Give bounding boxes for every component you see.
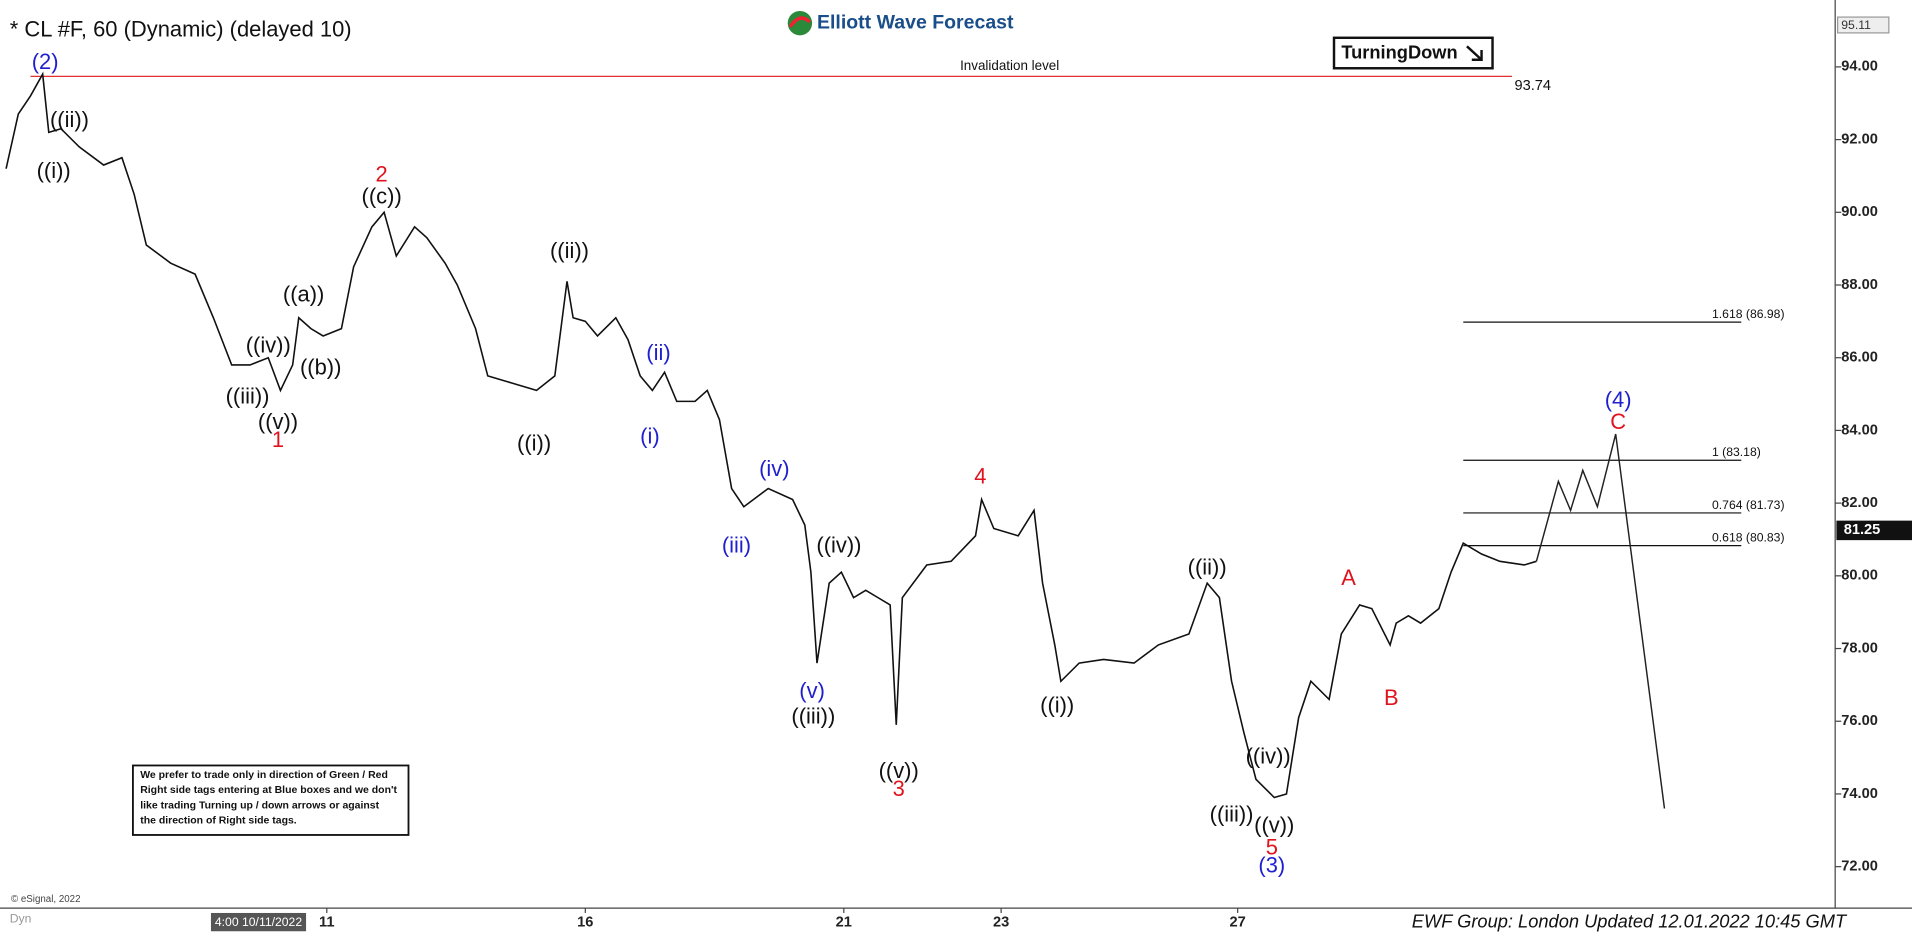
wave-label: ((b)) bbox=[300, 354, 341, 379]
wave-label: (ii) bbox=[646, 340, 670, 365]
wave-label: 5 bbox=[1266, 834, 1278, 859]
x-tick-label: 21 bbox=[836, 915, 852, 931]
wave-label: ((iv)) bbox=[246, 333, 291, 358]
level-label: 0.764 (81.73) bbox=[1712, 498, 1785, 512]
x-tick-label: 16 bbox=[577, 915, 593, 931]
x-cursor-label: 4:00 10/11/2022 bbox=[215, 915, 302, 929]
invalidation-value: 93.74 bbox=[1514, 78, 1551, 94]
wave-label: (3) bbox=[1258, 852, 1285, 877]
signal-arrow bbox=[1466, 45, 1483, 61]
wave-label: (4) bbox=[1605, 387, 1632, 412]
y-tick-label: 72.00 bbox=[1841, 859, 1878, 875]
wave-label: ((iii)) bbox=[226, 383, 270, 408]
level-label: 1.618 (86.98) bbox=[1712, 307, 1785, 321]
y-tick-label: 76.00 bbox=[1841, 713, 1878, 729]
projection-line bbox=[1535, 433, 1666, 809]
y-tick-label: 86.00 bbox=[1841, 350, 1878, 366]
level-label: 1 (83.18) bbox=[1712, 445, 1761, 459]
wave-label: ((v)) bbox=[879, 758, 919, 783]
wave-label: ((iii)) bbox=[1210, 802, 1254, 827]
wave-label: ((c)) bbox=[362, 184, 402, 209]
y-tick-label: 88.00 bbox=[1841, 277, 1878, 293]
wave-label: ((v)) bbox=[1254, 812, 1294, 837]
top-price-box bbox=[1837, 16, 1890, 34]
price-line bbox=[5, 71, 1537, 799]
source: © eSignal, 2022 bbox=[11, 894, 81, 905]
y-tick-label: 92.00 bbox=[1841, 131, 1878, 147]
wave-label: 2 bbox=[376, 162, 388, 187]
y-tick-label: 94.00 bbox=[1841, 59, 1878, 75]
y-tick-label: 82.00 bbox=[1841, 495, 1878, 511]
x-cursor-box bbox=[210, 912, 307, 932]
brand-name: Elliott Wave Forecast bbox=[817, 11, 1014, 33]
note-box bbox=[131, 764, 410, 836]
x-tick-label: 11 bbox=[319, 915, 334, 931]
wave-label: 4 bbox=[974, 463, 986, 488]
wave-label: ((iv)) bbox=[1246, 743, 1291, 768]
y-tick-label: 84.00 bbox=[1841, 422, 1878, 438]
wave-label: ((i)) bbox=[1040, 692, 1074, 717]
current-price: 81.25 bbox=[1844, 522, 1881, 538]
wave-label: C bbox=[1610, 409, 1626, 434]
wave-label: ((ii)) bbox=[50, 107, 89, 132]
wave-label: 3 bbox=[893, 776, 905, 801]
wave-label: ((iii)) bbox=[791, 703, 835, 728]
signal-box: TurningDown bbox=[1332, 36, 1494, 70]
wave-label: ((ii)) bbox=[550, 238, 589, 263]
wave-label: ((ii)) bbox=[1188, 554, 1227, 579]
wave-label: ((a)) bbox=[283, 282, 324, 307]
mode: Dyn bbox=[10, 911, 32, 925]
y-tick-label: 74.00 bbox=[1841, 786, 1878, 802]
wave-label: 1 bbox=[272, 427, 284, 452]
wave-label: (v) bbox=[799, 678, 825, 703]
wave-label: A bbox=[1341, 565, 1356, 590]
wave-label: B bbox=[1384, 685, 1399, 710]
wave-label: ((i)) bbox=[37, 158, 71, 183]
wave-label: ((iv)) bbox=[816, 533, 861, 558]
signal-frame bbox=[1332, 36, 1494, 70]
signal-text: TurningDown bbox=[1341, 41, 1457, 62]
logo-swoosh bbox=[788, 16, 811, 28]
wave-label: (iii) bbox=[722, 533, 751, 558]
x-tick-label: 23 bbox=[993, 915, 1009, 931]
top-price: 95.11 bbox=[1841, 18, 1871, 32]
chart-title: * CL #F, 60 (Dynamic) (delayed 10) bbox=[10, 16, 352, 41]
footer: EWF Group: London Updated 12.01.2022 10:… bbox=[1412, 911, 1848, 932]
brand-logo: Elliott Wave Forecast bbox=[787, 10, 1014, 36]
level-label: 0.618 (80.83) bbox=[1712, 531, 1785, 545]
y-tick-label: 90.00 bbox=[1841, 204, 1878, 220]
note-line: like trading Turning up / down arrows or… bbox=[140, 800, 379, 811]
wave-label: ((v)) bbox=[258, 409, 298, 434]
y-tick-label: 80.00 bbox=[1841, 568, 1878, 584]
wave-label: ((i)) bbox=[517, 431, 551, 456]
wave-label: (2) bbox=[32, 49, 59, 74]
invalidation-title: Invalidation level bbox=[960, 58, 1059, 73]
wave-label: (i) bbox=[640, 423, 660, 448]
current-price-box bbox=[1836, 520, 1912, 541]
note-line: Right side tags entering at Blue boxes a… bbox=[140, 785, 397, 796]
note-frame bbox=[131, 764, 410, 836]
y-tick-label: 78.00 bbox=[1841, 640, 1878, 656]
note-line: We prefer to trade only in direction of … bbox=[140, 770, 388, 781]
wave-label: (iv) bbox=[759, 456, 789, 481]
x-tick-label: 27 bbox=[1230, 915, 1246, 931]
note-line: the direction of Right side tags. bbox=[140, 816, 297, 827]
logo-icon bbox=[787, 10, 813, 36]
